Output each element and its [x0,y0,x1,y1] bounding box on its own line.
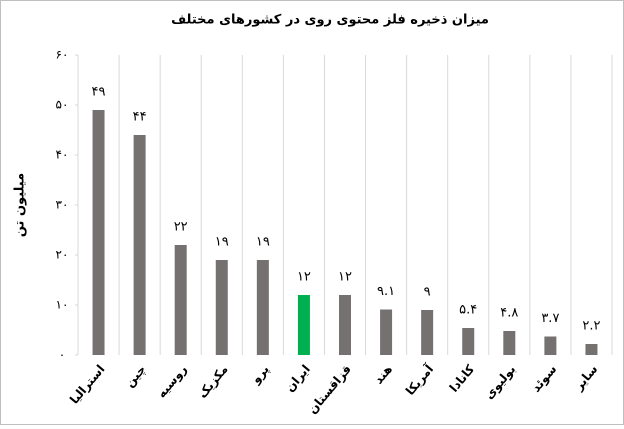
y-tick-label: ۱۰ [56,298,69,312]
value-label: ۱۲ [297,270,311,285]
value-label: ۴۴ [133,110,147,125]
bar [462,328,475,355]
value-label: ۹.۱ [377,284,395,299]
value-label: ۱۲ [338,270,352,285]
y-tick-label: ۲۰ [56,248,69,262]
bar [174,245,187,355]
value-label: ۱۹ [215,235,229,250]
value-label: ۹ [424,285,431,300]
value-label: ۴۹ [92,85,106,100]
value-label: ۲۲ [174,220,188,235]
y-tick-label: ۴۰ [56,148,69,162]
bar [503,331,516,355]
y-tick-label: ۰ [59,348,65,362]
bar [421,310,434,355]
y-tick-label: ۶۰ [56,48,69,62]
y-axis-label: میلیون تن [13,173,28,237]
value-label: ۳.۷ [541,311,559,326]
bar [585,344,598,355]
bar [380,309,393,355]
value-label: ۴.۸ [500,306,518,321]
value-label: ۱۹ [256,235,270,250]
bar [339,295,351,355]
bar [215,260,228,355]
chart-title: میزان ذخیره فلز محتوی روی در کشورهای مخت… [171,13,489,28]
value-label: ۲.۲ [582,319,600,334]
bar [256,260,269,355]
bar [133,135,146,355]
bar [92,110,105,355]
bar [544,336,557,355]
y-tick-label: ۳۰ [56,198,69,212]
bar [297,295,310,355]
y-tick-label: ۵۰ [56,98,69,112]
value-label: ۵.۴ [459,303,477,318]
